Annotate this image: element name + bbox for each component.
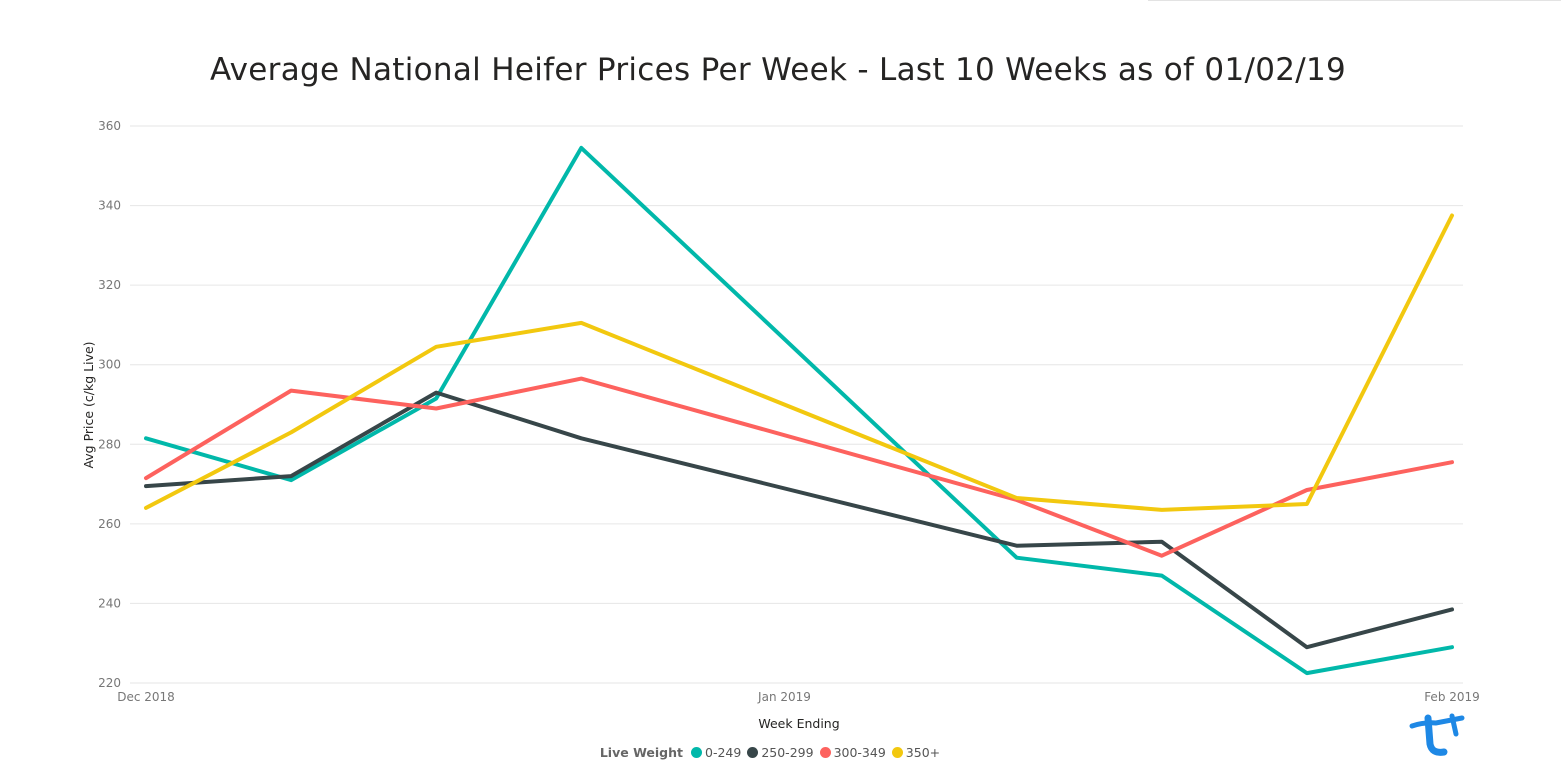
- y-tick-label: 240: [98, 596, 121, 610]
- top-divider: [1148, 0, 1561, 1]
- x-tick-label: Jan 2019: [757, 690, 811, 704]
- legend: Live Weight 0-249 250-299 300-349 350+: [0, 745, 1546, 760]
- series-line-250-299[interactable]: [144, 390, 1454, 650]
- x-tick-label: Feb 2019: [1424, 690, 1480, 704]
- legend-label: 0-249: [705, 745, 742, 760]
- series-line-0-249[interactable]: [144, 145, 1454, 676]
- y-tick-label: 340: [98, 199, 121, 213]
- y-tick-label: 320: [98, 278, 121, 292]
- y-tick-label: 260: [98, 517, 121, 531]
- x-axis-title: Week Ending: [758, 716, 839, 731]
- gridlines: [130, 125, 1463, 684]
- y-axis-title: Avg Price (c/kg Live): [81, 341, 96, 468]
- legend-marker: [891, 747, 903, 758]
- legend-item-0-249[interactable]: 0-249: [691, 745, 741, 760]
- series-lines: [144, 145, 1454, 676]
- x-tick-label: Dec 2018: [117, 690, 175, 704]
- legend-label: 250-299: [761, 745, 814, 760]
- legend-item-250-299[interactable]: 250-299: [747, 745, 814, 760]
- legend-title: Live Weight: [599, 745, 683, 760]
- x-axis-ticks: Dec 2018 Jan 2019 Feb 2019: [117, 690, 1480, 704]
- legend-marker: [691, 747, 702, 758]
- logo-icon: [1409, 713, 1465, 756]
- y-tick-label: 280: [98, 437, 121, 451]
- y-tick-label: 220: [98, 676, 121, 690]
- series-line-300-349[interactable]: [144, 376, 1454, 558]
- legend-marker: [747, 747, 759, 758]
- y-tick-label: 360: [98, 119, 121, 133]
- y-axis-ticks: 360 340 320 300 280 260 240 220: [98, 119, 121, 690]
- legend-label: 350+: [905, 745, 941, 760]
- legend-label: 300-349: [833, 745, 886, 760]
- series-line-350plus[interactable]: [144, 213, 1454, 512]
- legend-item-350plus[interactable]: 350+: [891, 745, 941, 760]
- y-tick-label: 300: [98, 358, 121, 372]
- chart-title: Average National Heifer Prices Per Week …: [209, 52, 1347, 88]
- legend-marker: [819, 747, 831, 758]
- legend-item-300-349[interactable]: 300-349: [819, 745, 886, 760]
